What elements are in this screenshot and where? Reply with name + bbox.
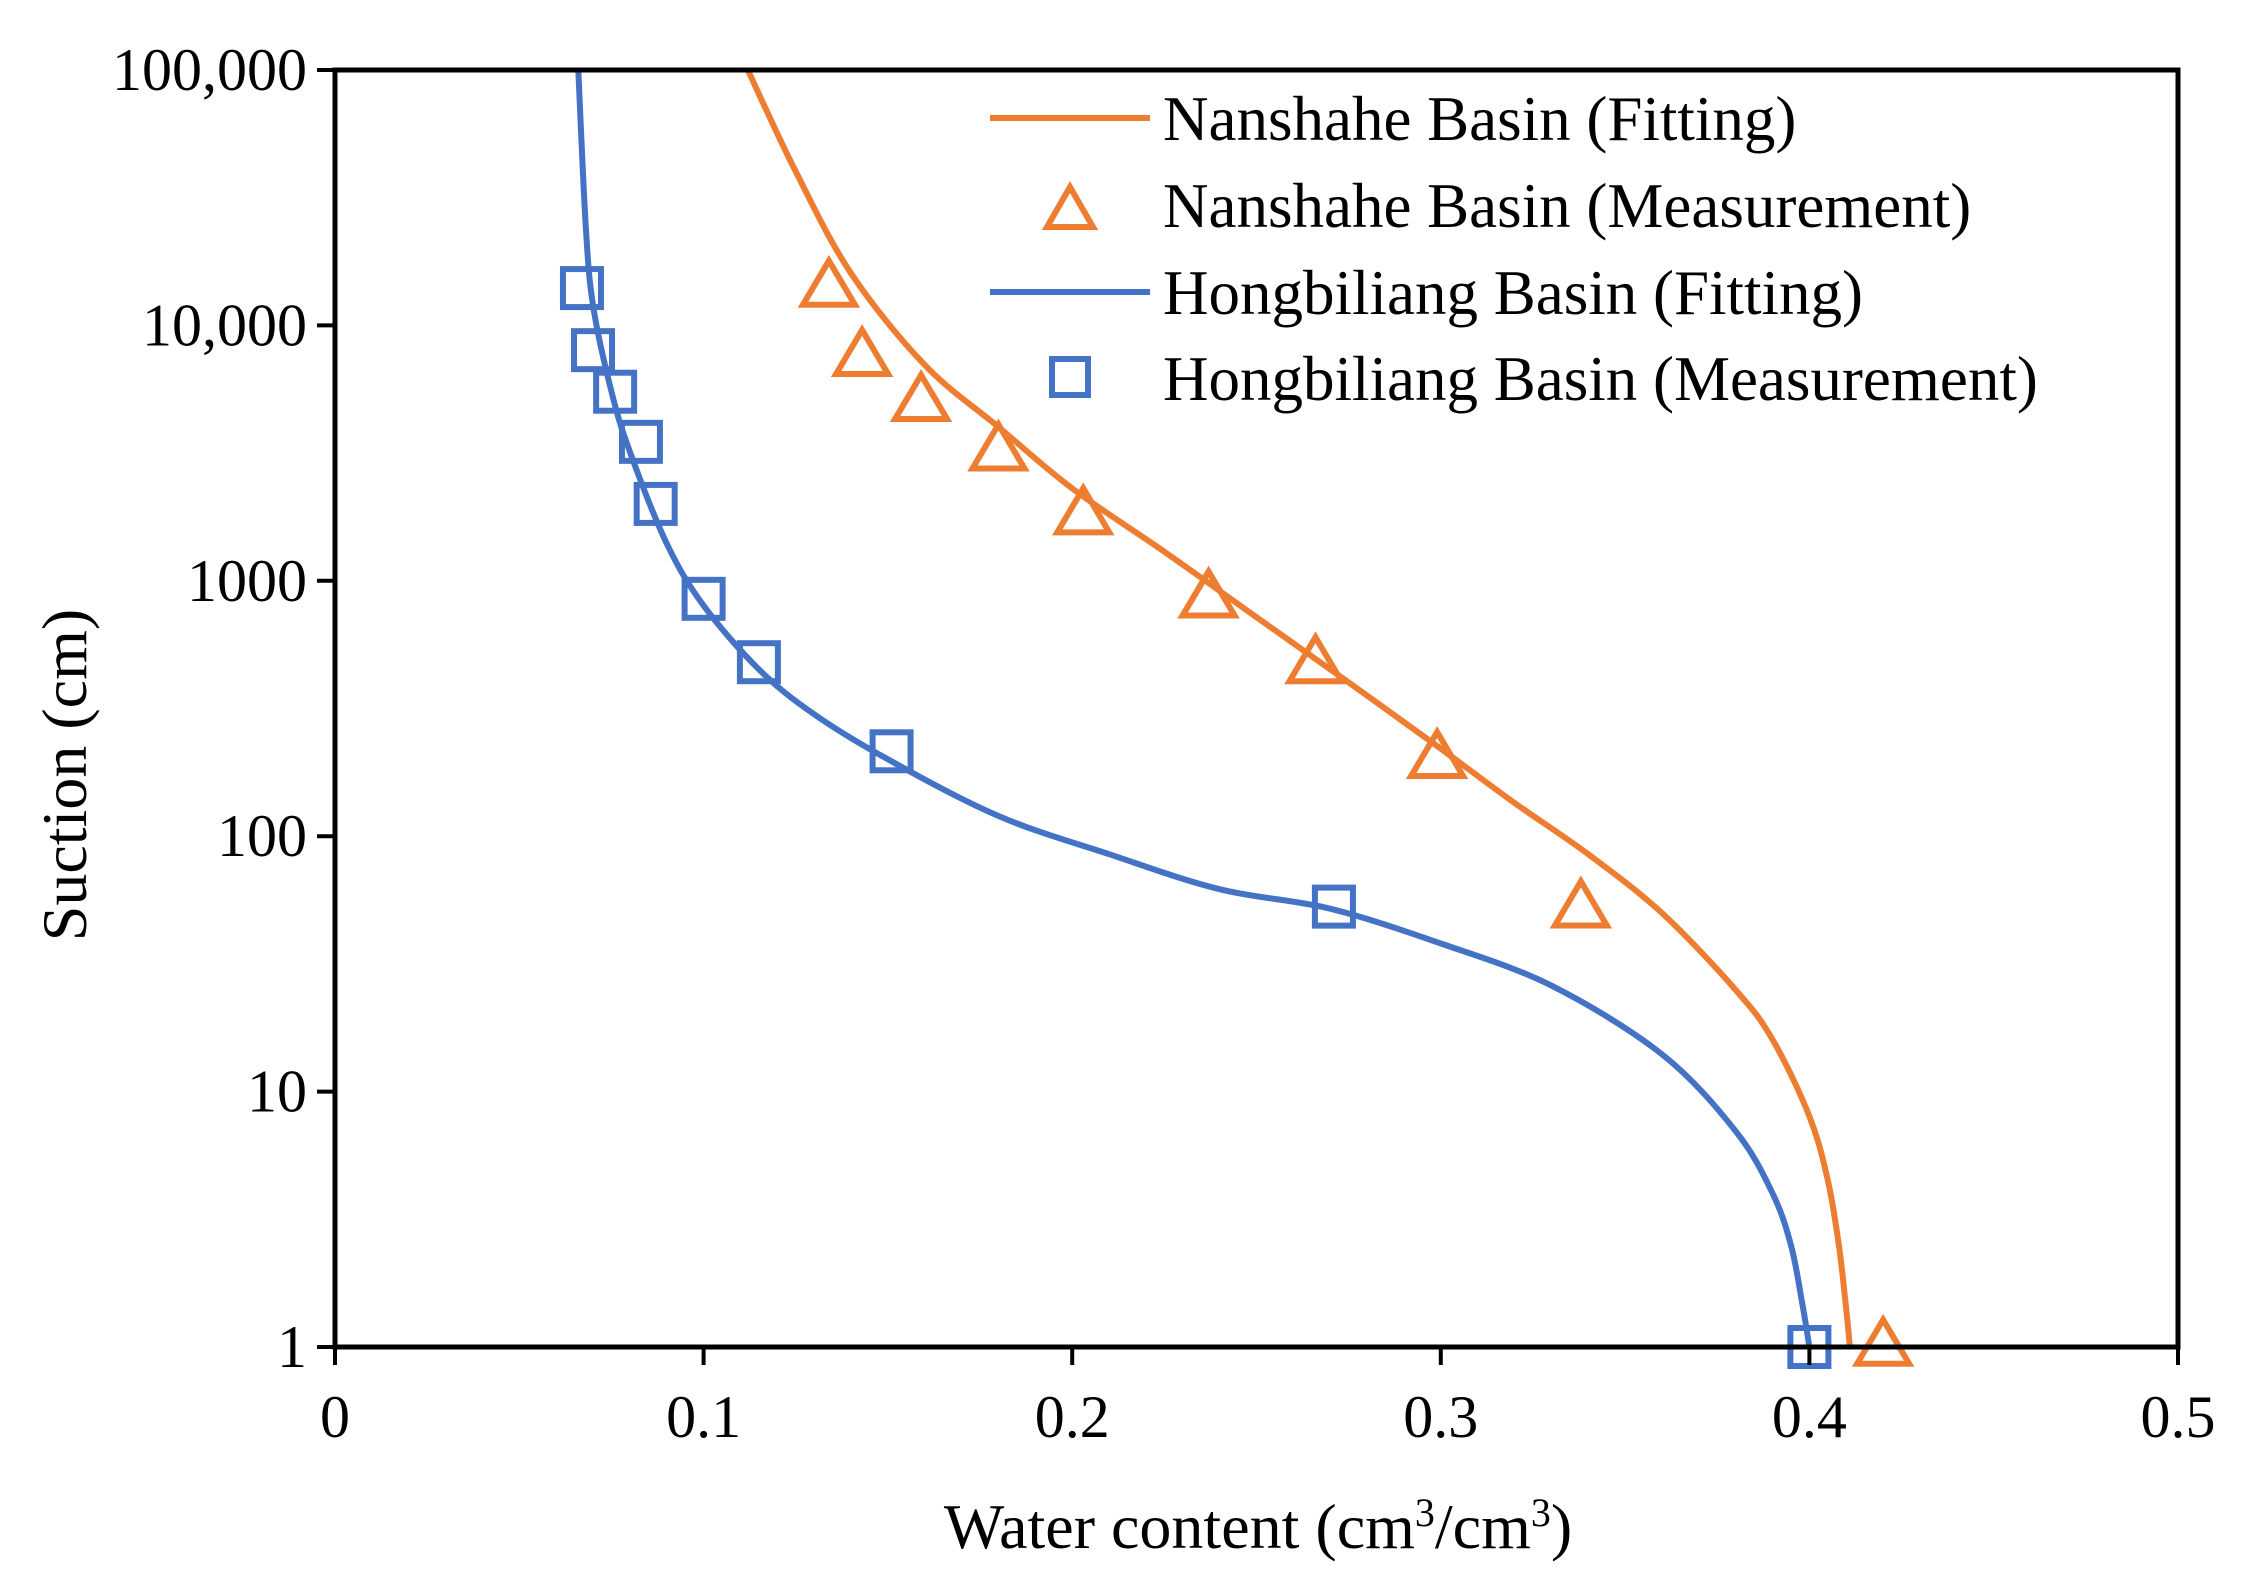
y-tick-label: 10 bbox=[247, 1059, 307, 1125]
y-tick-label: 1 bbox=[277, 1314, 307, 1380]
legend: Nanshahe Basin (Fitting) Nanshahe Basin … bbox=[990, 84, 2038, 414]
hongbiliang-basin-measurement-point bbox=[593, 369, 638, 414]
nanshahe-basin-measurement-point bbox=[889, 369, 953, 423]
y-tick-label: 100 bbox=[217, 803, 307, 869]
nanshahe-basin-measurement-point bbox=[1284, 631, 1347, 685]
nanshahe-basin-measurement-point bbox=[830, 324, 894, 378]
hongbiliang-basin-measurement-point bbox=[618, 419, 663, 464]
x-tick-label: 0.4 bbox=[1772, 1384, 1847, 1450]
nanshahe-basin-measurement-point bbox=[1549, 875, 1613, 929]
hongbiliang-basin-measurement-point bbox=[571, 328, 616, 373]
hongbiliang-basin-measurement-point bbox=[559, 266, 604, 311]
legend-nanshahe-measurement-label: Nanshahe Basin (Measurement) bbox=[1163, 171, 1971, 241]
plot-area bbox=[559, 68, 1915, 1369]
x-axis-ticks: 0 0.1 0.2 0.3 0.4 0.5 bbox=[320, 1347, 2216, 1450]
legend-nanshahe-measurement-swatch bbox=[1041, 180, 1099, 230]
nanshahe-basin-measurement-point bbox=[1177, 565, 1240, 619]
nanshahe-basin-measurement-point bbox=[1405, 726, 1469, 780]
y-tick-label: 1000 bbox=[187, 548, 307, 614]
nanshahe-basin-fitting-line bbox=[745, 68, 1853, 1348]
x-tick-label: 0 bbox=[320, 1384, 350, 1450]
hongbiliang-basin-measurement-point bbox=[736, 640, 781, 685]
legend-hongbiliang-fitting-label: Hongbiliang Basin (Fitting) bbox=[1163, 258, 1863, 328]
y-tick-label: 10,000 bbox=[142, 292, 307, 358]
legend-hongbiliang-measurement-label: Hongbiliang Basin (Measurement) bbox=[1163, 344, 2038, 414]
nanshahe-basin-measurement-point bbox=[797, 254, 861, 308]
x-tick-label: 0.5 bbox=[2141, 1384, 2216, 1450]
hongbiliang-basin-measurement-point bbox=[633, 481, 678, 526]
plot-frame bbox=[332, 67, 2181, 1350]
hongbiliang-basin-measurement-point bbox=[681, 576, 726, 621]
nanshahe-basin-measurement-point bbox=[967, 418, 1030, 472]
nanshahe-basin-measurement-point bbox=[1052, 482, 1115, 536]
x-tick-label: 0.2 bbox=[1035, 1384, 1110, 1450]
x-tick-label: 0.3 bbox=[1403, 1384, 1478, 1450]
y-axis-ticks: 1 10 100 1000 10,000 100,000 bbox=[112, 37, 335, 1380]
y-tick-label: 100,000 bbox=[112, 37, 307, 103]
x-axis-title: Water content (cm3/cm3) bbox=[944, 1490, 1572, 1562]
hongbiliang-basin-measurement-point bbox=[1311, 884, 1356, 929]
hongbiliang-basin-measurement-point bbox=[869, 729, 914, 774]
legend-nanshahe-fitting-label: Nanshahe Basin (Fitting) bbox=[1163, 84, 1796, 154]
x-tick-label: 0.1 bbox=[666, 1384, 741, 1450]
legend-hongbiliang-measurement-swatch bbox=[1049, 356, 1091, 398]
nanshahe-basin-measurement-point bbox=[1851, 1313, 1915, 1367]
y-axis-title: Suction (cm) bbox=[29, 609, 100, 941]
